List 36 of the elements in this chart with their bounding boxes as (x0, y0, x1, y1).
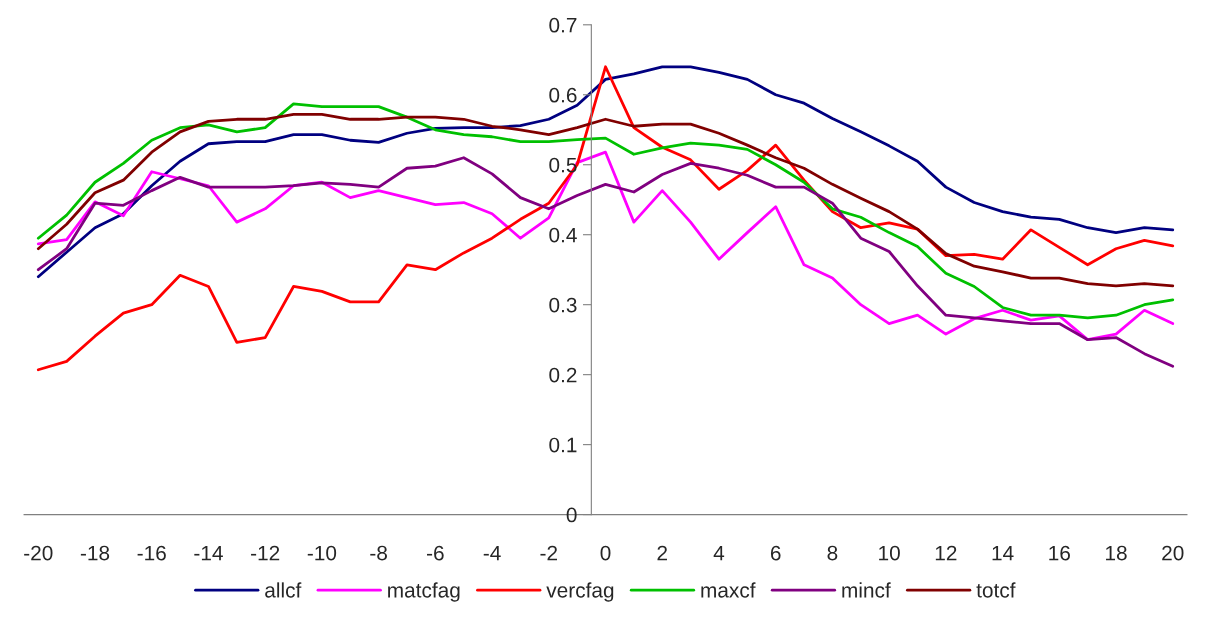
y-tick-label: 0.1 (549, 437, 577, 453)
y-tick-label: 0.6 (549, 87, 577, 103)
x-tick-label: -18 (80, 545, 110, 561)
x-tick-label: 10 (879, 545, 900, 561)
x-tick-label: 12 (935, 545, 957, 561)
x-tick-label: -12 (251, 545, 280, 561)
x-tick-label: -16 (137, 545, 166, 561)
y-tick-label: 0.7 (549, 17, 577, 33)
x-tick-label: -20 (24, 545, 53, 561)
line-series (36, 65, 1175, 279)
x-tick-label: -2 (540, 545, 558, 561)
legend-label: mincf (842, 582, 891, 598)
x-tick-label: -4 (483, 545, 501, 561)
x-tick-label: 18 (1106, 545, 1127, 561)
x-tick-label: 16 (1049, 545, 1070, 561)
x-tick-label: -14 (194, 545, 223, 561)
y-tick-label: 0.2 (549, 367, 577, 383)
line-series (36, 102, 1175, 320)
legend-label: matcfag (388, 582, 460, 602)
legend-label: totcf (976, 582, 1016, 598)
x-tick-label: 20 (1162, 545, 1184, 561)
x-tick-label: 2 (657, 545, 667, 561)
line-series (36, 112, 1175, 288)
y-tick-label: 0.4 (549, 227, 577, 243)
x-tick-label: -8 (370, 545, 387, 561)
x-tick-label: -6 (427, 545, 444, 561)
legend-label: maxcf (701, 582, 756, 598)
x-tick-label: 6 (770, 545, 781, 561)
x-tick-label: 14 (992, 545, 1014, 561)
y-tick-label: 0.3 (549, 297, 577, 313)
x-tick-label: 4 (713, 545, 725, 561)
x-tick-label: 0 (600, 545, 611, 561)
legend-label: vercfag (546, 582, 614, 602)
x-tick-label: 8 (827, 545, 838, 561)
x-tick-label: -10 (307, 545, 337, 561)
legend-label: allcf (265, 582, 302, 598)
